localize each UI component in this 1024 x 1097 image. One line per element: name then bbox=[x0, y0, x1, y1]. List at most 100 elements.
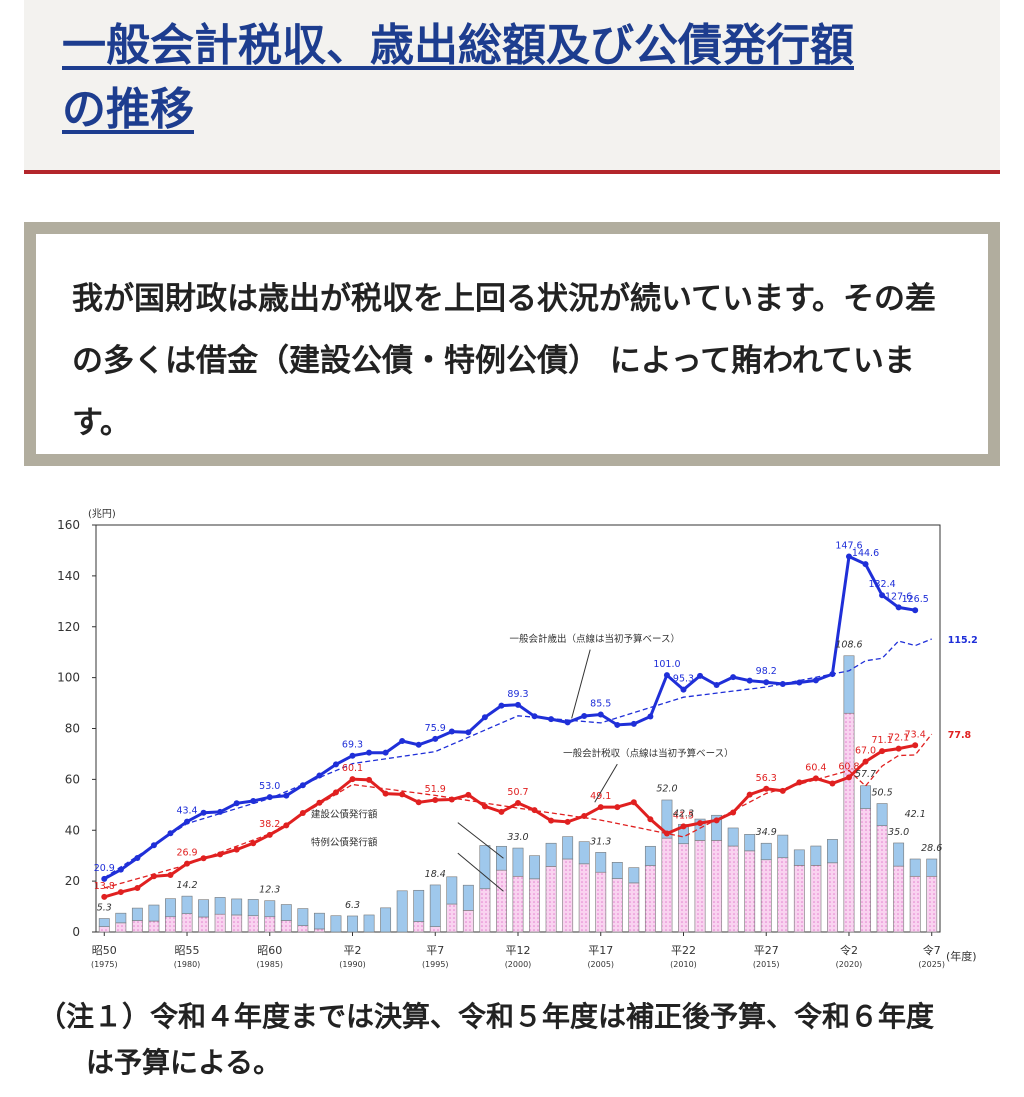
tax-point bbox=[531, 807, 538, 814]
expenditure-point bbox=[448, 728, 455, 735]
tax-point bbox=[796, 779, 803, 786]
deficit-bond-bar bbox=[231, 914, 243, 933]
y-tick-label: 120 bbox=[57, 620, 80, 634]
deficit-bond-bar bbox=[909, 875, 921, 933]
tax-point bbox=[200, 855, 207, 862]
value-label: 5.3 bbox=[97, 903, 112, 914]
deficit-bond-bar bbox=[843, 712, 855, 933]
deficit-bond-bar bbox=[876, 825, 888, 933]
expenditure-point bbox=[630, 720, 637, 727]
construction-bond-bar bbox=[198, 899, 209, 918]
deficit-bond-bar bbox=[810, 865, 822, 933]
tax-point bbox=[746, 791, 753, 798]
expenditure-point bbox=[564, 719, 571, 726]
expenditure-point bbox=[663, 672, 670, 679]
x-tick-label-ad: (1980) bbox=[174, 960, 201, 969]
value-label: 73.4 bbox=[905, 729, 926, 740]
construction-bond-bar bbox=[529, 855, 540, 880]
value-label: 53.0 bbox=[259, 781, 280, 792]
tax-point bbox=[498, 808, 505, 815]
construction-bond-bar bbox=[347, 915, 358, 933]
expenditure-point bbox=[730, 674, 737, 681]
page-title[interactable]: 一般会計税収、歳出総額及び公債発行額 の推移 bbox=[62, 14, 962, 142]
expenditure-point bbox=[134, 854, 141, 861]
x-tick-label: 平12 bbox=[506, 944, 531, 957]
deficit-bond-bar bbox=[429, 926, 441, 933]
deficit-bond-bar bbox=[893, 865, 905, 933]
tax-point bbox=[564, 818, 571, 825]
value-label: 115.2 bbox=[948, 635, 978, 646]
construction-bond-bar bbox=[462, 884, 474, 911]
footnote-line2: は予算による。 bbox=[86, 1046, 282, 1079]
expenditure-point bbox=[912, 607, 919, 614]
tax-point bbox=[217, 851, 224, 858]
expenditure-point bbox=[548, 716, 555, 723]
chart-container: 0 20 40 60 80 100 120 140 160 (兆円) 昭50 (1975) 昭55 (19… bbox=[40, 500, 1000, 985]
value-label: 51.9 bbox=[425, 784, 446, 795]
expenditure-point bbox=[845, 553, 852, 560]
tax-point bbox=[862, 758, 869, 765]
construction-bond-bar bbox=[893, 842, 905, 867]
construction-bond-bar bbox=[165, 898, 176, 918]
expenditure-point bbox=[597, 711, 604, 718]
deficit-bond-bar bbox=[313, 928, 325, 933]
tax-point bbox=[597, 804, 604, 811]
x-tick-label-ad: (1990) bbox=[339, 960, 366, 969]
deficit-bond-bar bbox=[860, 808, 871, 933]
value-label: 12.3 bbox=[259, 885, 280, 896]
expenditure-point bbox=[266, 794, 273, 801]
tax-point bbox=[415, 799, 422, 806]
construction-bond-bar bbox=[496, 845, 507, 871]
construction-bond-bar bbox=[231, 898, 243, 916]
tax-point bbox=[663, 830, 670, 837]
tax-point bbox=[548, 817, 555, 824]
value-label: 95.3 bbox=[673, 674, 694, 685]
value-label: 31.3 bbox=[590, 836, 611, 847]
construction-bond-bar bbox=[595, 852, 607, 873]
construction-bond-bar bbox=[214, 897, 226, 915]
x-unit-label: (年度) bbox=[946, 949, 977, 963]
expenditure-point bbox=[167, 830, 174, 837]
construction-bond-bar bbox=[115, 912, 127, 924]
tax-point bbox=[134, 884, 141, 891]
deficit-bond-bar bbox=[165, 916, 176, 933]
x-tick-label-ad: (1975) bbox=[91, 960, 118, 969]
tax-point bbox=[283, 822, 290, 829]
callout-deficit: 特例公債発行額 bbox=[311, 837, 378, 849]
expenditure-point bbox=[299, 782, 306, 789]
value-label: 42.3 bbox=[673, 808, 694, 819]
x-tick-label: 平17 bbox=[588, 944, 613, 957]
x-tick-label: 昭55 bbox=[175, 944, 200, 957]
expenditure-point bbox=[399, 737, 406, 744]
deficit-bond-bar bbox=[595, 871, 607, 933]
construction-bond-bar bbox=[611, 862, 623, 879]
deficit-bond-bar bbox=[214, 913, 226, 933]
value-label: 26.9 bbox=[176, 848, 197, 859]
x-tick-label-ad: (2010) bbox=[670, 960, 697, 969]
tax-point bbox=[266, 831, 273, 838]
construction-bond-bar bbox=[578, 841, 590, 865]
expenditure-point bbox=[697, 672, 704, 679]
expenditure-point bbox=[481, 714, 488, 721]
deficit-bond-bar bbox=[413, 921, 425, 933]
tax-point bbox=[879, 748, 886, 755]
tax-point bbox=[299, 809, 306, 816]
x-tick-label-ad: (1985) bbox=[256, 960, 283, 969]
deficit-bond-bar bbox=[479, 888, 491, 933]
deficit-bond-bar bbox=[280, 920, 292, 933]
expenditure-point bbox=[680, 686, 687, 693]
x-tick-label: 平27 bbox=[754, 944, 779, 957]
construction-bond-bar bbox=[727, 827, 739, 847]
value-label: 132.4 bbox=[868, 579, 895, 590]
value-label: 72.1 bbox=[888, 733, 909, 744]
tax-point bbox=[895, 745, 902, 752]
deficit-bond-bar bbox=[462, 910, 474, 933]
footnote: （注１）令和４年度までは決算、令和５年度は補正後予算、令和６年度 は予算による。 bbox=[38, 994, 998, 1086]
construction-bond-bar bbox=[926, 858, 938, 877]
tax-point bbox=[647, 816, 654, 823]
y-tick-label: 100 bbox=[57, 671, 80, 685]
construction-bond-bar bbox=[413, 889, 425, 922]
tax-point bbox=[812, 775, 819, 782]
deficit-bond-bar bbox=[793, 865, 805, 933]
x-tick-label-ad: (1995) bbox=[422, 960, 449, 969]
